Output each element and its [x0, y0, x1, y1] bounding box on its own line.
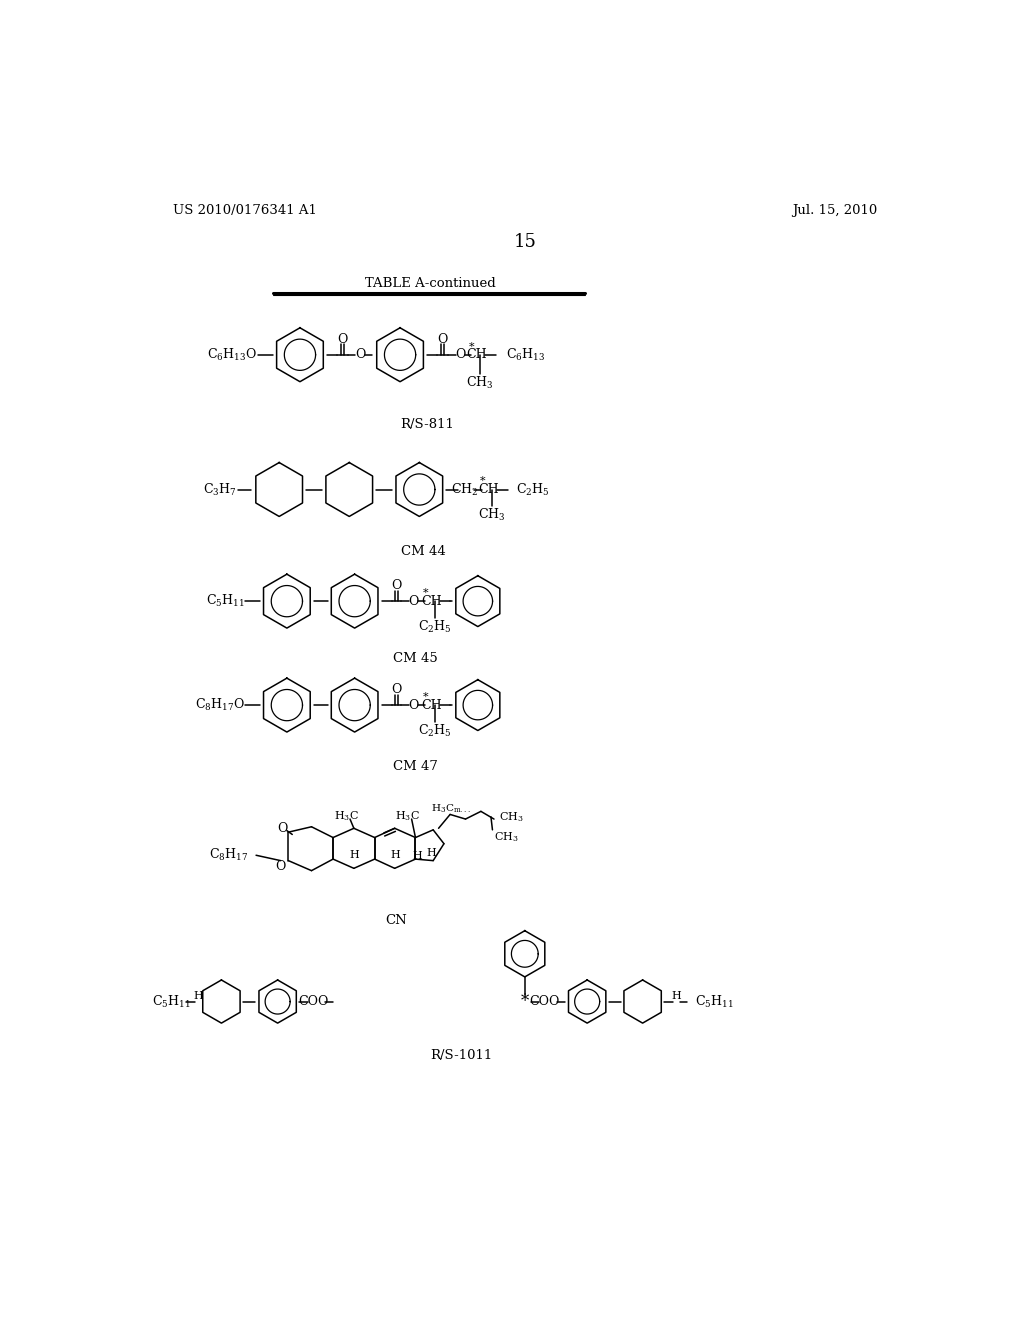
Text: H: H	[412, 851, 422, 861]
Text: *: *	[423, 587, 428, 598]
Text: $\mathregular{CH_3}$: $\mathregular{CH_3}$	[499, 810, 523, 824]
Text: R/S-811: R/S-811	[400, 417, 454, 430]
Text: $\mathregular{C_2H_5}$: $\mathregular{C_2H_5}$	[418, 619, 452, 635]
Text: O: O	[337, 333, 347, 346]
Text: *: *	[520, 993, 529, 1010]
Text: $\mathregular{H_3C}$: $\mathregular{H_3C}$	[395, 809, 420, 822]
Text: $\mathregular{C_8H_{17}}$: $\mathregular{C_8H_{17}}$	[209, 847, 249, 863]
Text: $\mathregular{C_6H_{13}}$: $\mathregular{C_6H_{13}}$	[506, 347, 546, 363]
Text: $\mathregular{H_3C}$: $\mathregular{H_3C}$	[334, 809, 358, 822]
Text: $\mathregular{C_2H_5}$: $\mathregular{C_2H_5}$	[516, 482, 550, 498]
Text: H: H	[390, 850, 400, 861]
Text: O: O	[278, 822, 288, 834]
Text: O: O	[355, 348, 366, 362]
Text: $\mathregular{C_5H_{11}}$: $\mathregular{C_5H_{11}}$	[206, 593, 245, 610]
Text: $\mathregular{C_2H_5}$: $\mathregular{C_2H_5}$	[418, 722, 452, 739]
Text: $\mathregular{C_6H_{13}O}$: $\mathregular{C_6H_{13}O}$	[207, 347, 257, 363]
Text: H: H	[426, 847, 436, 858]
Text: O: O	[455, 348, 465, 362]
Text: COO: COO	[299, 995, 329, 1008]
Text: CH: CH	[467, 348, 487, 362]
Text: $\mathregular{C_3H_7}$: $\mathregular{C_3H_7}$	[203, 482, 237, 498]
Text: CH: CH	[478, 483, 499, 496]
Text: COO: COO	[529, 995, 560, 1008]
Text: O: O	[391, 579, 401, 593]
Text: $\mathregular{CH_3}$: $\mathregular{CH_3}$	[478, 507, 506, 523]
Text: CH: CH	[421, 698, 442, 711]
Text: $\mathregular{C_5H_{11}}$: $\mathregular{C_5H_{11}}$	[153, 994, 190, 1010]
Text: 15: 15	[513, 232, 537, 251]
Text: O: O	[408, 698, 419, 711]
Text: CM 44: CM 44	[400, 545, 445, 557]
Text: CH: CH	[421, 594, 442, 607]
Text: O: O	[408, 594, 419, 607]
Text: $\mathregular{H_3C_{m...}}$: $\mathregular{H_3C_{m...}}$	[431, 803, 471, 816]
Text: O: O	[437, 333, 447, 346]
Text: H: H	[350, 850, 359, 861]
Text: $\mathregular{C_5H_{11}}$: $\mathregular{C_5H_{11}}$	[695, 994, 733, 1010]
Text: H: H	[672, 991, 681, 1001]
Text: TABLE A-continued: TABLE A-continued	[366, 277, 497, 289]
Text: $\mathregular{CH_3}$: $\mathregular{CH_3}$	[466, 375, 494, 391]
Text: Jul. 15, 2010: Jul. 15, 2010	[793, 205, 878, 218]
Text: *: *	[469, 342, 474, 352]
Text: CN: CN	[385, 915, 408, 927]
Text: O: O	[391, 684, 401, 696]
Text: US 2010/0176341 A1: US 2010/0176341 A1	[173, 205, 316, 218]
Text: *: *	[423, 692, 428, 702]
Text: O: O	[275, 861, 286, 874]
Text: H: H	[194, 991, 203, 1001]
Text: *: *	[479, 477, 485, 486]
Text: $\mathregular{CH_3}$: $\mathregular{CH_3}$	[494, 830, 519, 845]
Text: R/S-1011: R/S-1011	[430, 1049, 493, 1063]
Text: CM 47: CM 47	[393, 760, 438, 774]
Text: CM 45: CM 45	[393, 652, 438, 665]
Text: $\mathregular{C_8H_{17}O}$: $\mathregular{C_8H_{17}O}$	[195, 697, 245, 713]
Text: $\mathregular{CH_2}$: $\mathregular{CH_2}$	[451, 482, 478, 498]
